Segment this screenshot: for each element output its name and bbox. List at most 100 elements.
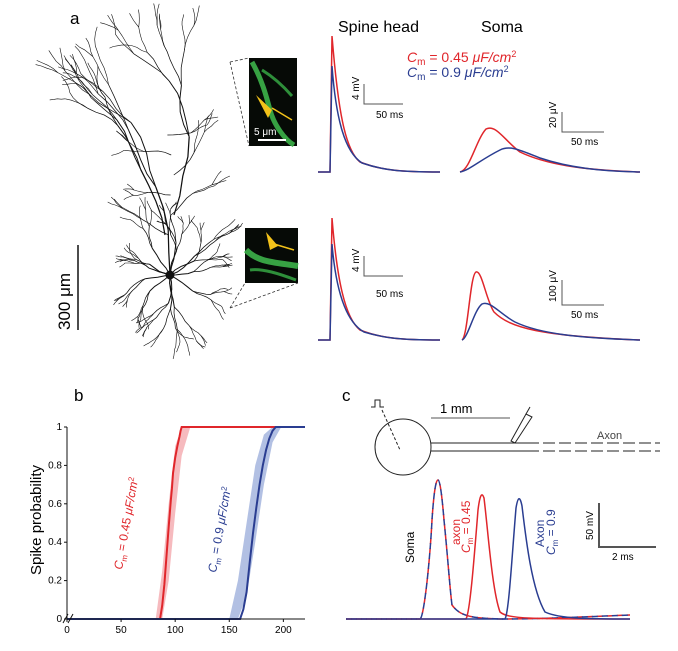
- dendrite-branch: [166, 51, 182, 86]
- dendrite-branch: [117, 29, 135, 54]
- dendrite-branch: [204, 116, 219, 121]
- dendrite-branch: [122, 299, 128, 307]
- dendrite-branch: [213, 226, 227, 240]
- x-tick-label: 0: [64, 625, 70, 636]
- dendrite-branch: [87, 62, 96, 78]
- dendrite-branch: [130, 278, 146, 289]
- dendrite-branch: [129, 252, 139, 259]
- dendrite-branch: [125, 299, 128, 308]
- dendrite-branch: [128, 130, 157, 188]
- panel-c-volt-scale: 50 mV: [585, 511, 596, 540]
- dendrite-branch: [63, 55, 77, 74]
- dendrite-branch: [109, 44, 126, 49]
- scale-t-soma-bottom: 50 ms: [571, 310, 598, 321]
- dendrite-branch: [127, 183, 135, 191]
- dendrite-branch: [130, 250, 139, 259]
- dendrite-branch: [86, 65, 99, 94]
- dendrite-branch: [129, 13, 139, 28]
- dendrite-branch: [115, 255, 123, 258]
- y-tick-label: 0.8: [48, 460, 62, 471]
- dendrite-branch: [92, 94, 118, 121]
- dendrite-branch: [192, 290, 211, 295]
- panel-c-time-scale: 2 ms: [612, 552, 634, 563]
- x-tick-label: 100: [167, 625, 184, 636]
- panel-a-label: a: [70, 9, 80, 28]
- dendrite-branch: [117, 125, 142, 170]
- dendrite-branch: [153, 302, 169, 314]
- dendrite-branch: [186, 343, 191, 356]
- dendrite-branch: [177, 216, 184, 224]
- dendrite-branch: [111, 14, 116, 35]
- dendrite-branch: [139, 197, 146, 210]
- dendrite-branch: [146, 52, 170, 82]
- dendrite-branch: [175, 329, 178, 347]
- trace-spine-bottom-blue: [318, 243, 441, 341]
- dendrite-branch: [126, 260, 135, 264]
- dendrite-branch: [125, 44, 148, 53]
- dendrite-branch: [124, 150, 145, 152]
- dendrite-branch: [102, 91, 132, 123]
- dendrite-branch: [163, 308, 171, 329]
- trace-axon-blue: [346, 498, 631, 620]
- dendrite-branch: [115, 34, 135, 55]
- dendrite-branch: [35, 64, 58, 73]
- dendrite-branch: [69, 92, 89, 109]
- dendrite-branch: [210, 291, 225, 295]
- stimulus-electrode: [381, 409, 401, 451]
- dendrite-branch: [208, 251, 218, 260]
- dendrite-branch: [174, 306, 190, 327]
- confidence-band-0: [155, 427, 191, 619]
- dendrite-branch: [132, 278, 146, 291]
- label-axon-045-value: Cm = 0.45: [459, 500, 475, 553]
- dendrite-branch: [142, 326, 148, 337]
- dendrite-branch: [76, 72, 93, 95]
- y-tick-label: 0.2: [48, 576, 62, 587]
- dendrite-branch: [133, 189, 149, 193]
- dendrite-branch: [146, 200, 152, 211]
- scale-bar-spine-top: [363, 84, 403, 105]
- dendrite-branch: [118, 299, 126, 305]
- dendrite-branch: [163, 211, 167, 225]
- dendrite-branch: [131, 316, 138, 322]
- panel-c-label: c: [342, 386, 351, 405]
- spike-probability-chart: 0 50 100 150 200 0 0.2 0.4 0.6 0.8 1: [48, 422, 305, 636]
- dendrite-branch: [210, 266, 223, 268]
- dendrite-branch: [156, 215, 167, 225]
- dendrite-branch: [190, 119, 205, 134]
- dendrite-branch: [97, 93, 129, 131]
- dendrite-branch: [75, 43, 94, 57]
- dendrite-branch: [57, 72, 90, 95]
- dendrite-branch: [223, 256, 233, 258]
- dendrite-branch: [156, 303, 169, 318]
- dendrite-branch: [151, 247, 171, 276]
- dendrite-branch: [113, 297, 121, 306]
- dendrite-branch: [138, 205, 141, 215]
- dendrite-branch: [169, 215, 172, 224]
- dendrite-branch: [149, 210, 153, 227]
- dendrite-branch: [216, 243, 221, 252]
- dendrite-branch: [158, 204, 165, 212]
- label-axon-09-name: Axon: [533, 520, 547, 547]
- dendrite-branch: [193, 267, 211, 272]
- spine-image-top: 5 μm: [249, 58, 297, 148]
- dendrite-branch: [142, 313, 154, 321]
- dendrite-branch: [168, 80, 190, 137]
- dendrite-branch: [142, 219, 169, 236]
- dendrite-branch: [100, 22, 119, 31]
- dendrite-branch: [181, 223, 184, 235]
- scale-bar-spine-bottom: [363, 256, 403, 277]
- dendrite-branch: [214, 233, 230, 242]
- dendrite-branch: [89, 94, 132, 123]
- dendrite-branch: [142, 290, 151, 307]
- dendrite-branch: [62, 83, 77, 85]
- dendrite-branch: [107, 201, 123, 209]
- dendrite-branch: [140, 305, 144, 320]
- dendrite-branch: [122, 208, 143, 221]
- dendrite-branch: [125, 208, 143, 221]
- dendrite-branch: [113, 198, 126, 210]
- dendrite-branch: [192, 8, 196, 26]
- legend-entry-09: Cm = 0.9 μF/cm2: [407, 64, 509, 83]
- dendrite-branch: [193, 5, 200, 26]
- dendrite-branch: [206, 113, 213, 126]
- recording-electrode-icon: [510, 413, 533, 444]
